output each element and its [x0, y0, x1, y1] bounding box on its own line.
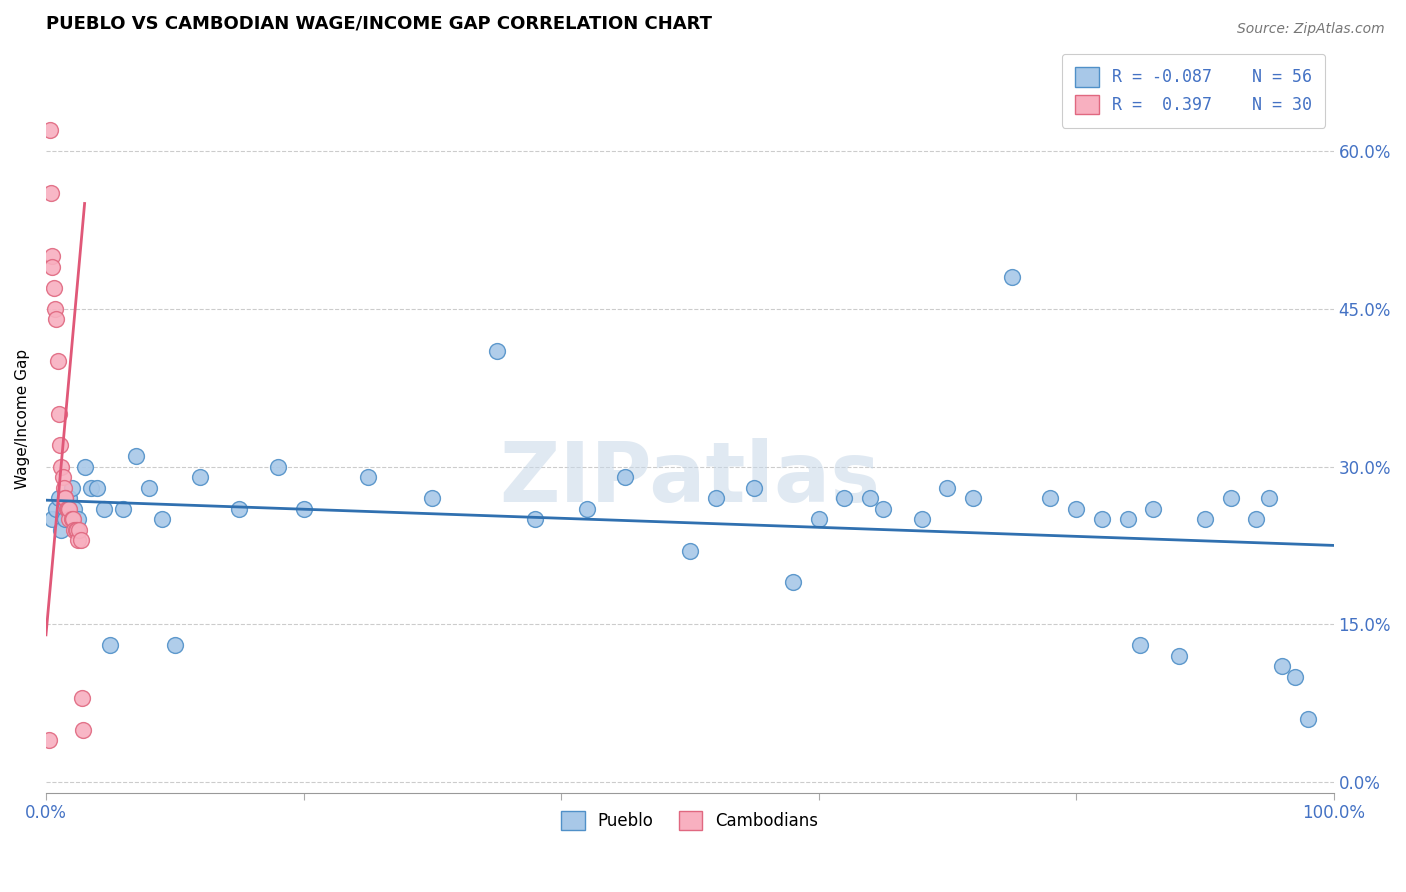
Point [38, 123, 60, 137]
Point [163, 638, 186, 652]
Point [67, 512, 90, 526]
Point [98, 638, 121, 652]
Point [67, 533, 90, 548]
Point [41, 260, 63, 274]
Point [1194, 512, 1216, 526]
Point [742, 481, 765, 495]
Point [63, 501, 86, 516]
Point [704, 491, 727, 505]
Point [53, 491, 76, 505]
Point [150, 512, 173, 526]
Point [807, 512, 830, 526]
Point [60, 481, 83, 495]
Point [962, 491, 984, 505]
Point [125, 449, 148, 463]
Point [53, 512, 76, 526]
Point [53, 501, 76, 516]
Point [41, 512, 63, 526]
Point [93, 501, 115, 516]
Point [55, 501, 77, 516]
Point [66, 523, 89, 537]
Point [485, 343, 508, 358]
Point [1219, 491, 1241, 505]
Point [73, 459, 96, 474]
Point [420, 491, 443, 505]
Text: ZIPatlas: ZIPatlas [499, 439, 880, 519]
Point [48, 491, 70, 505]
Point [70, 690, 93, 705]
Point [834, 491, 856, 505]
Point [45, 501, 67, 516]
Point [1168, 648, 1191, 663]
Point [1258, 491, 1281, 505]
Y-axis label: Wage/Income Gap: Wage/Income Gap [15, 349, 30, 489]
Point [63, 523, 86, 537]
Point [58, 501, 80, 516]
Point [1246, 512, 1268, 526]
Point [1129, 638, 1152, 652]
Point [1142, 501, 1164, 516]
Point [267, 459, 290, 474]
Point [782, 575, 804, 590]
Point [1091, 512, 1114, 526]
Point [859, 491, 882, 505]
Point [190, 470, 212, 484]
Point [112, 501, 135, 516]
Point [138, 481, 160, 495]
Point [58, 512, 80, 526]
Point [56, 501, 79, 516]
Point [80, 481, 103, 495]
Point [292, 501, 315, 516]
Point [1296, 712, 1319, 726]
Point [42, 280, 65, 294]
Text: Source: ZipAtlas.com: Source: ZipAtlas.com [1237, 22, 1385, 37]
Point [48, 407, 70, 421]
Legend: Pueblo, Cambodians: Pueblo, Cambodians [554, 804, 825, 837]
Point [936, 481, 959, 495]
Point [53, 491, 76, 505]
Point [228, 501, 250, 516]
Point [72, 723, 94, 737]
Point [1064, 501, 1087, 516]
Point [614, 470, 637, 484]
Point [872, 501, 894, 516]
Point [39, 186, 62, 200]
Point [1001, 270, 1024, 285]
Point [52, 470, 75, 484]
Point [575, 501, 598, 516]
Point [41, 249, 63, 263]
Point [1116, 512, 1139, 526]
Point [1271, 659, 1294, 673]
Point [679, 543, 702, 558]
Point [45, 312, 67, 326]
Point [51, 459, 73, 474]
Point [69, 533, 91, 548]
Point [38, 733, 60, 747]
Point [49, 438, 72, 452]
Point [53, 481, 76, 495]
Point [524, 512, 547, 526]
Point [86, 481, 108, 495]
Point [65, 523, 87, 537]
Point [46, 354, 69, 368]
Point [58, 491, 80, 505]
Text: PUEBLO VS CAMBODIAN WAGE/INCOME GAP CORRELATION CHART: PUEBLO VS CAMBODIAN WAGE/INCOME GAP CORR… [46, 15, 711, 33]
Point [69, 523, 91, 537]
Point [62, 512, 84, 526]
Point [1284, 670, 1306, 684]
Point [1039, 491, 1062, 505]
Point [910, 512, 932, 526]
Point [44, 301, 66, 316]
Point [357, 470, 380, 484]
Point [60, 512, 83, 526]
Point [51, 523, 73, 537]
